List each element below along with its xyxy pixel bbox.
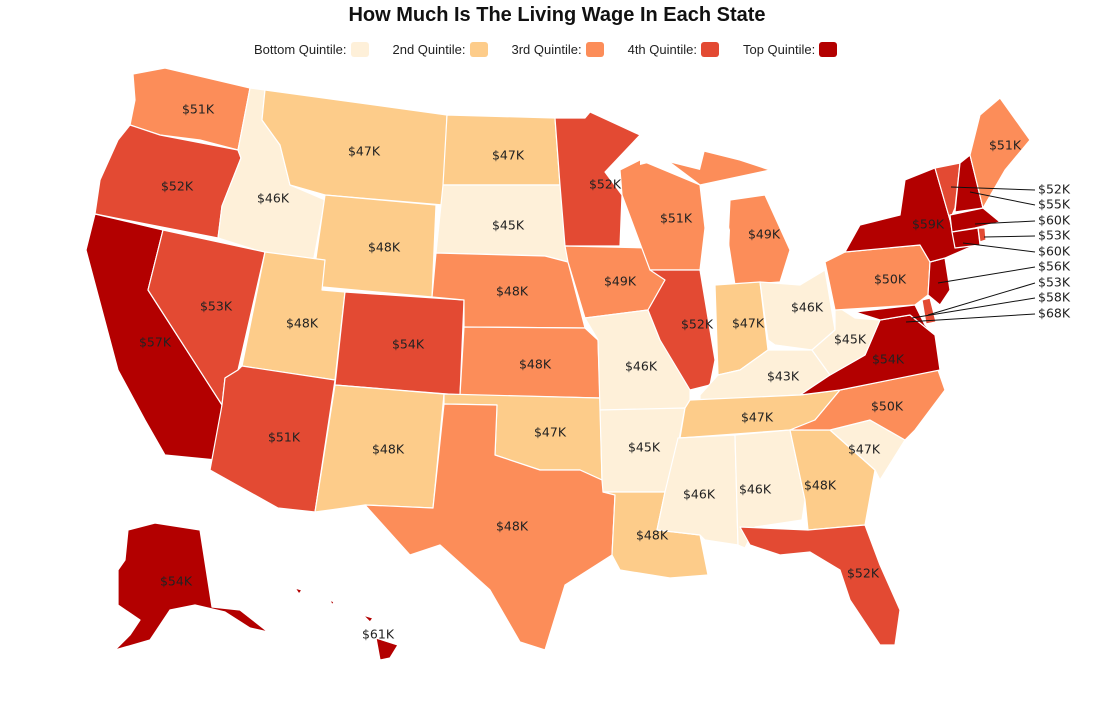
chart-title: How Much Is The Living Wage In Each Stat…	[348, 4, 766, 26]
label-ky: $43K	[767, 369, 800, 384]
label-in: $47K	[732, 316, 765, 331]
label-al: $46K	[739, 482, 772, 497]
state-ak[interactable]	[114, 522, 269, 651]
label-pa: $50K	[874, 272, 907, 287]
leader-vt	[950, 186, 1036, 191]
legend-swatch	[700, 42, 719, 57]
label-mt: $47K	[348, 144, 381, 159]
label-nd: $47K	[492, 148, 525, 163]
leader-de	[927, 282, 1036, 316]
legend-item-4th-quintile: 4th Quintile:	[628, 42, 719, 57]
callout-dc: $68K	[1038, 306, 1071, 321]
callout-de: $53K	[1038, 275, 1071, 290]
callout-nh: $55K	[1038, 197, 1071, 212]
legend-swatch	[350, 42, 369, 57]
legend-item-3rd-quintile: 3rd Quintile:	[512, 42, 604, 57]
state-mn[interactable]	[554, 111, 641, 247]
leader-ri	[983, 235, 1036, 238]
legend-label: 3rd Quintile:	[511, 42, 582, 57]
leader-ct	[962, 242, 1036, 253]
state-hi[interactable]	[294, 587, 399, 661]
great-lakes	[640, 135, 820, 280]
legend-label: Top Quintile:	[742, 42, 816, 57]
legend-swatch	[585, 42, 604, 57]
state-il[interactable]	[647, 269, 716, 391]
label-wy: $48K	[368, 240, 401, 255]
legend-item-2nd-quintile: 2nd Quintile:	[393, 42, 488, 57]
label-hi: $61K	[362, 627, 395, 642]
legend-label: 2nd Quintile:	[392, 42, 466, 57]
label-ut: $48K	[286, 316, 319, 331]
state-ri[interactable]	[977, 227, 987, 243]
leader-nj	[937, 266, 1036, 284]
leader-ma	[974, 220, 1036, 225]
leader-nh	[969, 191, 1036, 206]
label-sd: $45K	[492, 218, 525, 233]
label-ar: $45K	[628, 440, 661, 455]
state-md[interactable]	[854, 304, 936, 336]
callout-md: $58K	[1038, 290, 1071, 305]
state-wa[interactable]	[129, 67, 251, 151]
label-mo: $46K	[625, 359, 658, 374]
label-fl: $52K	[847, 566, 880, 581]
legend: Bottom Quintile: 2nd Quintile: 3rd Quint…	[254, 42, 861, 57]
label-wa: $51K	[182, 102, 215, 117]
label-ny: $59K	[912, 217, 945, 232]
callouts: $52K $55K $60K $53K $60K $56K $53K $58K …	[905, 182, 1071, 323]
label-nm: $48K	[372, 442, 405, 457]
legend-swatch	[469, 42, 488, 57]
label-co: $54K	[392, 337, 425, 352]
label-az: $51K	[268, 430, 301, 445]
label-tn: $47K	[741, 410, 774, 425]
label-ak: $54K	[160, 574, 193, 589]
label-tx: $48K	[496, 519, 529, 534]
legend-label: 4th Quintile:	[627, 42, 697, 57]
label-ga: $48K	[804, 478, 837, 493]
legend-item-bottom-quintile: Bottom Quintile:	[254, 42, 369, 57]
legend-swatch	[819, 42, 838, 57]
label-il: $52K	[681, 317, 714, 332]
label-me: $51K	[989, 138, 1022, 153]
label-sc: $47K	[848, 442, 881, 457]
label-or: $52K	[161, 179, 194, 194]
legend-label: Bottom Quintile:	[254, 42, 347, 57]
state-tx[interactable]	[364, 403, 616, 651]
label-ks: $48K	[519, 357, 552, 372]
state-wi[interactable]	[619, 159, 706, 271]
label-ca: $57K	[139, 335, 172, 350]
label-ok: $47K	[534, 425, 567, 440]
label-wv: $45K	[834, 332, 867, 347]
legend-item-top-quintile: Top Quintile:	[742, 42, 838, 57]
label-oh: $46K	[791, 300, 824, 315]
label-va: $54K	[872, 352, 905, 367]
label-mn: $52K	[589, 177, 622, 192]
label-ne: $48K	[496, 284, 529, 299]
leader-dc	[905, 313, 1036, 323]
callout-ri: $53K	[1038, 228, 1071, 243]
label-nv: $53K	[200, 299, 233, 314]
label-la: $48K	[636, 528, 669, 543]
callout-vt: $52K	[1038, 182, 1071, 197]
label-nc: $50K	[871, 399, 904, 414]
label-id: $46K	[257, 191, 290, 206]
state-labels: $51K $52K $57K $46K $53K $47K $48K $48K …	[139, 102, 1022, 642]
callout-ma: $60K	[1038, 213, 1071, 228]
state-fl[interactable]	[739, 524, 901, 646]
label-ms: $46K	[683, 487, 716, 502]
callout-ct: $60K	[1038, 244, 1071, 259]
state-me[interactable]	[969, 97, 1031, 209]
callout-nj: $56K	[1038, 259, 1071, 274]
state-wv[interactable]	[811, 304, 881, 376]
label-wi: $51K	[660, 211, 693, 226]
leader-md	[911, 297, 1036, 319]
label-ia: $49K	[604, 274, 637, 289]
state-ma[interactable]	[949, 207, 1001, 233]
label-mi: $49K	[748, 227, 781, 242]
